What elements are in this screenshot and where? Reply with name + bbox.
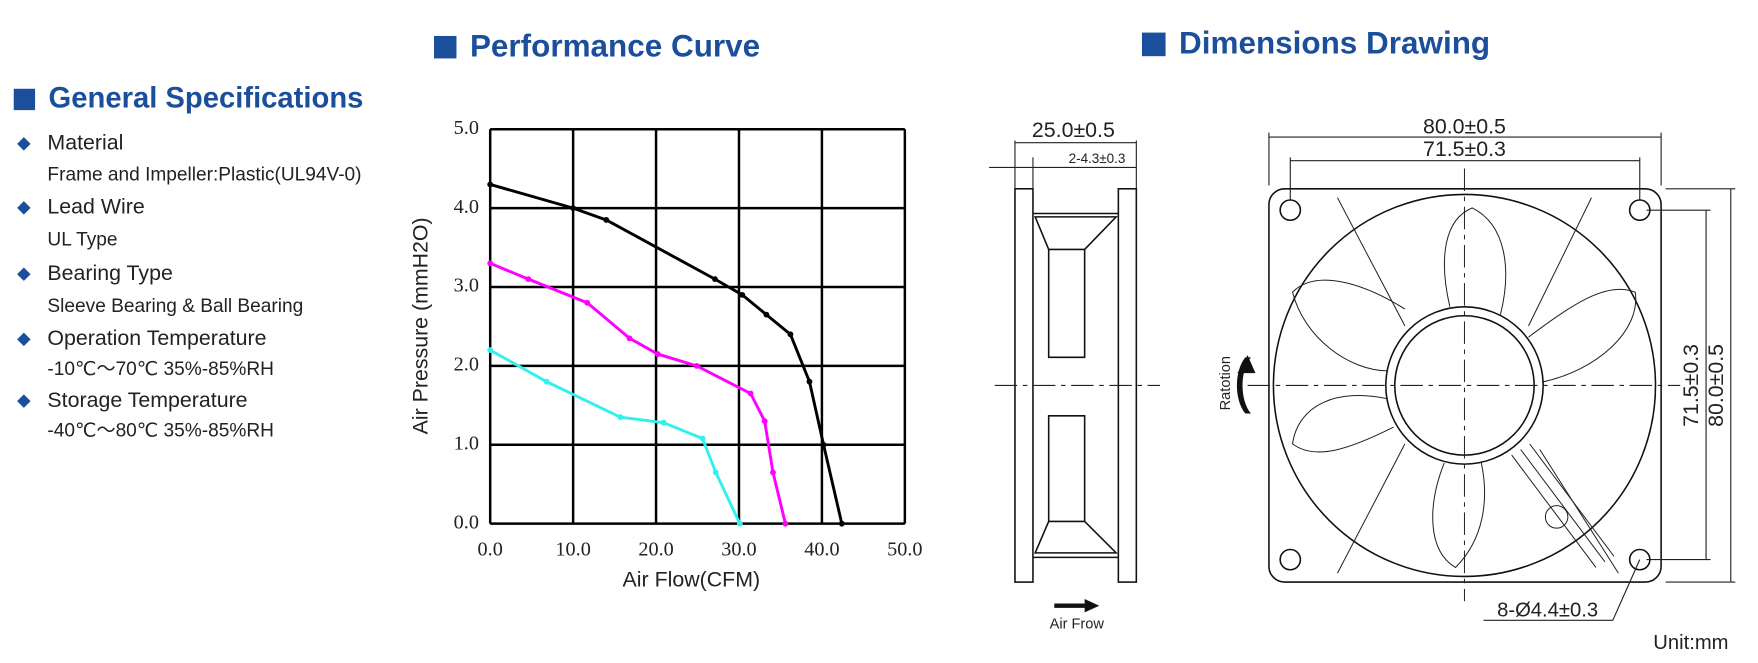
point — [787, 331, 794, 338]
airflow-label: Air Frow — [1050, 617, 1105, 633]
heading-square — [434, 35, 457, 59]
hole-spacing-dimension: 71.5±0.3 — [1423, 137, 1506, 161]
y-tick-label: 2.0 — [454, 354, 479, 376]
spec-value: -40℃～80℃ 35%-85%RH — [47, 421, 274, 442]
point — [736, 520, 743, 527]
spec-label: Storage Temperature — [47, 388, 247, 412]
y-tick-label: 0.0 — [454, 511, 479, 533]
specs-title: General Specifications — [49, 83, 364, 115]
heading-square — [1141, 32, 1166, 57]
depth-dimension: 25.0±0.5 — [1032, 118, 1115, 142]
point — [770, 469, 776, 476]
rotation-label: Ratotion — [1218, 356, 1234, 410]
point — [763, 311, 770, 318]
bullet — [17, 137, 31, 151]
point — [487, 260, 494, 267]
x-axis-label: Air Flow(CFM) — [623, 568, 761, 592]
point — [487, 347, 494, 354]
spec-label: Bearing Type — [47, 261, 172, 285]
x-tick-label: 40.0 — [804, 538, 839, 560]
y-tick-label: 3.0 — [454, 275, 479, 297]
point — [693, 362, 700, 369]
chart-title: Performance Curve — [470, 29, 760, 64]
curve — [489, 261, 787, 525]
point — [820, 441, 827, 448]
y-tick-label: 5.0 — [454, 117, 479, 139]
point — [838, 520, 845, 527]
spec-value: Frame and Impeller:Plastic(UL94V-0) — [47, 164, 361, 185]
point — [626, 335, 633, 342]
point — [570, 205, 577, 212]
point — [761, 418, 768, 425]
performance-chart: 0.0 1.0 2.0 3.0 4.0 5.0 0.0 10.0 20.0 30.0 40.0 50.… — [454, 117, 923, 560]
point — [584, 299, 591, 306]
curve — [489, 183, 844, 524]
point — [617, 414, 624, 421]
bullet — [17, 394, 31, 408]
flange-dimension: 2-4.3±0.3 — [1069, 151, 1126, 166]
point — [782, 520, 789, 527]
x-tick-label: 30.0 — [721, 538, 756, 560]
bullet — [17, 201, 31, 215]
heading-square — [13, 88, 36, 111]
spec-label: Lead Wire — [47, 195, 144, 219]
specs-list: Material Frame and Impeller:Plastic(UL94V… — [17, 130, 362, 442]
y-tick-label: 4.0 — [454, 196, 479, 218]
point — [660, 419, 667, 426]
spec-label: Operation Temperature — [47, 326, 266, 350]
point — [603, 217, 610, 223]
side-view — [989, 140, 1160, 613]
height-dimension: 80.0±0.5 — [1704, 344, 1728, 427]
point — [487, 181, 494, 188]
holes-dimension: 8-Ø4.4±0.3 — [1497, 600, 1598, 622]
point — [739, 291, 746, 298]
point — [699, 435, 706, 442]
y-axis-label: Air Pressure (mmH2O) — [408, 217, 432, 434]
x-tick-label: 20.0 — [638, 538, 673, 560]
point — [525, 276, 532, 283]
hole-spacing-vertical: 71.5±0.3 — [1679, 344, 1703, 427]
point — [654, 351, 661, 357]
x-tick-label: 0.0 — [478, 538, 503, 560]
point — [543, 378, 550, 385]
x-tick-label: 50.0 — [887, 538, 922, 560]
spec-value: Sleeve Bearing & Ball Bearing — [47, 296, 303, 317]
y-tick-label: 1.0 — [454, 432, 479, 454]
x-tick-label: 10.0 — [555, 538, 590, 560]
spec-value: UL Type — [47, 230, 117, 251]
spec-value: -10℃～70℃ 35%-85%RH — [47, 359, 274, 380]
point — [712, 276, 718, 283]
point — [806, 378, 813, 385]
front-view — [1236, 132, 1736, 621]
point — [712, 469, 719, 476]
width-dimension: 80.0±0.5 — [1423, 115, 1506, 139]
bullet — [17, 332, 31, 347]
unit-label: Unit:mm — [1653, 632, 1728, 654]
spec-label: Material — [47, 130, 123, 154]
point — [747, 390, 754, 397]
dimensions-title: Dimensions Drawing — [1179, 25, 1490, 60]
bullet — [17, 267, 31, 281]
